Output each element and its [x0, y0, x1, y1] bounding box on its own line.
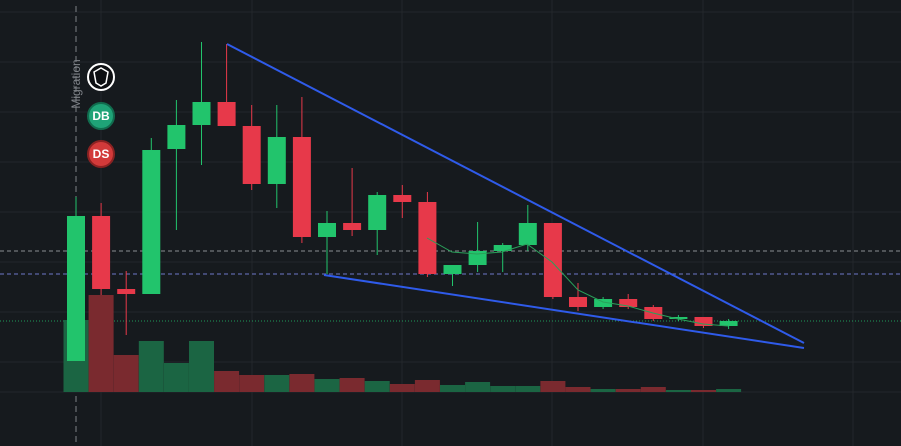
- candle-body: [518, 223, 537, 245]
- candle-body: [468, 251, 487, 265]
- volume-bar: [590, 389, 616, 392]
- volume-bar: [691, 390, 716, 392]
- moving-average: [426, 237, 729, 327]
- volume-bar: [189, 341, 214, 392]
- candle-body: [117, 289, 136, 294]
- volume-bar: [515, 386, 541, 392]
- buy-label: DB: [92, 109, 110, 123]
- volume-bar: [138, 341, 164, 392]
- candle-body: [619, 299, 638, 307]
- candle-body: [192, 102, 211, 125]
- trendline: [323, 274, 805, 349]
- volume-bar: [113, 355, 139, 392]
- volume-bar: [264, 375, 290, 392]
- volume-bar: [214, 371, 240, 392]
- candle-body: [493, 245, 512, 251]
- volume-bar: [716, 389, 742, 392]
- volume-bar: [540, 381, 566, 392]
- volume-layer: [63, 295, 742, 392]
- candle-body: [393, 195, 412, 202]
- candle-body: [67, 216, 85, 361]
- volume-bar: [615, 389, 641, 392]
- event-label: Migration: [69, 59, 83, 108]
- volume-bar: [88, 295, 114, 392]
- candle-body: [217, 102, 236, 126]
- candle-body: [543, 223, 562, 297]
- candle-body: [594, 299, 613, 307]
- volume-bar: [314, 379, 340, 392]
- volume-bar: [440, 385, 465, 392]
- volume-bar: [414, 380, 440, 392]
- volume-bar: [239, 375, 265, 392]
- candle-body: [719, 321, 738, 326]
- volume-bar: [289, 374, 315, 392]
- marker-icon[interactable]: [87, 63, 115, 91]
- volume-bar: [465, 382, 491, 392]
- volume-bar: [565, 387, 591, 392]
- volume-bar: [364, 381, 390, 392]
- candle-body: [142, 150, 161, 294]
- candle-body: [318, 223, 336, 237]
- volume-bar: [163, 363, 189, 392]
- candle-body: [292, 137, 311, 237]
- candle-body: [569, 297, 587, 307]
- volume-bar: [389, 384, 415, 392]
- volume-bar: [339, 378, 365, 392]
- volume-bar: [640, 387, 666, 392]
- candle-body: [267, 137, 286, 184]
- candle-body: [368, 195, 387, 230]
- buy-marker[interactable]: DB: [87, 102, 115, 130]
- sell-label: DS: [93, 147, 110, 161]
- candle-body: [343, 223, 362, 230]
- candle-body: [669, 317, 688, 319]
- candle-body: [694, 317, 713, 326]
- volume-bar: [490, 386, 516, 392]
- candle-body: [242, 126, 261, 184]
- volume-bar: [665, 390, 691, 392]
- sell-marker[interactable]: DS: [87, 140, 115, 168]
- candle-body: [92, 216, 111, 289]
- candle-body: [167, 125, 186, 149]
- candle-body: [443, 265, 462, 274]
- trendline: [226, 43, 805, 344]
